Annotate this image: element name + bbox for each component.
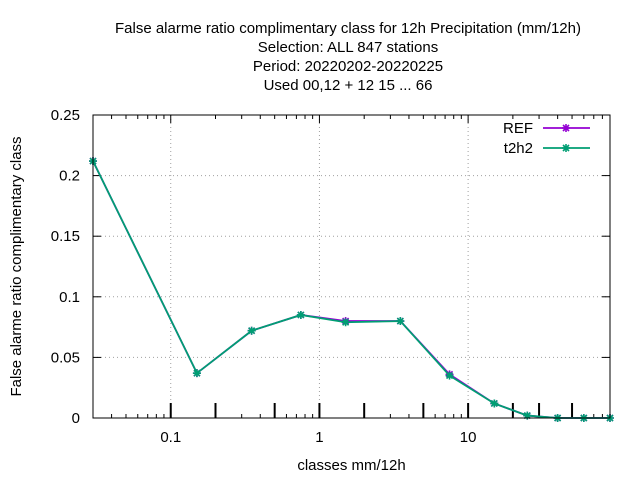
y-tick-label: 0.05 — [51, 349, 80, 366]
data-point — [445, 371, 454, 380]
legend-marker — [562, 144, 570, 152]
x-axis-label: classes mm/12h — [297, 457, 405, 474]
y-tick-label: 0.25 — [51, 107, 80, 124]
title-line: Selection: ALL 847 stations — [258, 39, 438, 56]
data-point — [396, 317, 405, 326]
y-tick-label: 0.2 — [59, 168, 80, 185]
title-line: False alarme ratio complimentary class f… — [115, 20, 581, 37]
series-t2h2 — [89, 157, 614, 422]
y-axis-label: False alarme ratio complimentary class — [8, 136, 25, 396]
legend: REF t2h2 — [503, 120, 590, 157]
x-tick-labels: 0.1 1 10 — [160, 429, 476, 446]
y-tick-label: 0.15 — [51, 228, 80, 245]
grid — [93, 114, 610, 419]
x-tick-label: 0.1 — [160, 429, 181, 446]
chart-title: False alarme ratio complimentary class f… — [115, 20, 581, 94]
data-point — [192, 369, 201, 378]
legend-label: t2h2 — [504, 140, 533, 157]
data-point — [523, 411, 532, 420]
y-tick-labels: 0 0.05 0.1 0.15 0.2 0.25 — [51, 107, 80, 427]
data-point — [341, 318, 350, 327]
plot-frame — [92, 114, 611, 419]
series-ref — [89, 157, 614, 422]
data-point — [490, 399, 499, 408]
data-point — [296, 310, 305, 319]
x-tick-label: 1 — [315, 429, 323, 446]
legend-label: REF — [503, 120, 533, 137]
data-point — [247, 326, 256, 335]
x-tick-label: 10 — [460, 429, 477, 446]
y-tick-label: 0.1 — [59, 289, 80, 306]
y-tick-label: 0 — [72, 410, 80, 427]
minor-ticks — [92, 115, 611, 418]
class-marks — [169, 403, 574, 418]
series-lines — [89, 157, 614, 422]
title-line: Period: 20220202-20220225 — [253, 58, 443, 75]
title-line: Used 00,12 + 12 15 ... 66 — [264, 77, 433, 94]
legend-marker — [562, 124, 570, 132]
